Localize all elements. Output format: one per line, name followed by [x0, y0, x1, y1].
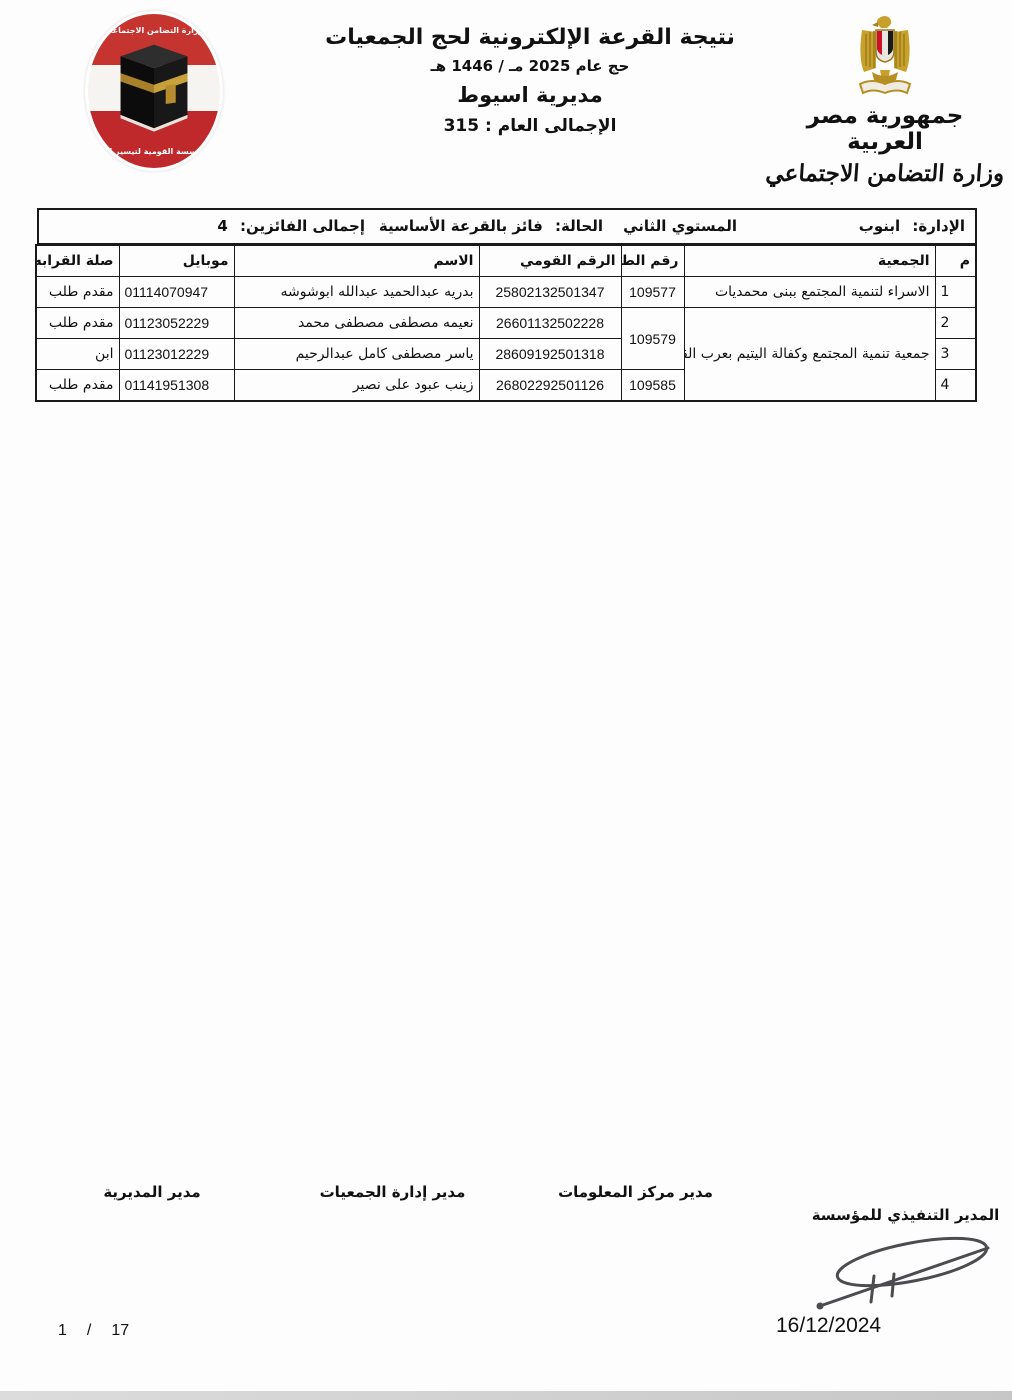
signature-directorate-manager: مدير المديرية [103, 1183, 201, 1201]
col-header-request-no: رقم الطلب [620, 244, 685, 277]
logo-bottom-text: المؤسسة القومية لتيسير الحج [94, 147, 214, 156]
cell-association: الاسراء لتنمية المجتمع ببنى محمديات [683, 276, 936, 308]
total-winners-value: 4 [217, 217, 228, 235]
table-row: 3 28609192501318 ياسر مصطفى كامل عبدالرح… [35, 338, 977, 370]
table-row: 4 109585 26802292501126 زينب عبود على نص… [35, 369, 977, 402]
total-winners-label: إجمالى الفائزين: [240, 217, 365, 235]
cell-relation: مقدم طلب [35, 369, 120, 402]
scan-edge-artifact [0, 1391, 1012, 1400]
kaaba-icon [120, 44, 188, 132]
grand-total-line: الإجمالى العام : 315 [443, 115, 617, 136]
state-emblem-block: جمهورية مصر العربية وزارة التضامن الاجتم… [765, 14, 1005, 187]
republic-name: جمهورية مصر العربية [806, 103, 964, 155]
logo-top-text: وزارة التضامن الاجتماعي [104, 26, 204, 35]
cell-mobile: 01141951308 [118, 369, 235, 402]
administration-value: ابنوب [858, 217, 901, 235]
col-header-no: م [934, 244, 977, 277]
cell-no: 3 [934, 338, 977, 370]
table-header-row: م الجمعية رقم الطلب الرقم القومي الاسم م… [35, 244, 977, 277]
signature-info-center-manager: مدير مركز المعلومات [558, 1183, 713, 1201]
cell-association-merged: جمعية تنمية المجتمع وكفالة اليتيم بعرب ا… [683, 307, 936, 402]
ministry-name: وزارة التضامن الاجتماعي [764, 160, 1006, 187]
status-label: الحالة: [555, 217, 603, 235]
signature-executive-manager: المدير التنفيذي للمؤسسة [811, 1206, 1000, 1224]
col-header-national-id: الرقم القومي [478, 244, 622, 277]
page-number: 1 / 17 [58, 1322, 129, 1340]
egypt-eagle-icon [858, 16, 912, 95]
page-separator: / [86, 1322, 92, 1339]
cell-no: 1 [934, 276, 977, 308]
cell-request-no: 109585 [620, 369, 685, 402]
level-field: المستوي الثاني [623, 217, 737, 235]
cell-mobile: 01123052229 [118, 307, 235, 339]
col-header-association: الجمعية [683, 244, 936, 277]
handwritten-signature [816, 1236, 990, 1310]
cell-request-no-merged: 109579 [620, 307, 685, 370]
document-date: 16/12/2024 [776, 1314, 882, 1337]
total-winners-field: إجمالى الفائزين: 4 [217, 217, 365, 235]
cell-national-id: 26601132502228 [478, 307, 622, 339]
cell-request-no: 109577 [620, 276, 685, 308]
cell-name: ياسر مصطفى كامل عبدالرحيم [233, 338, 480, 370]
cell-mobile: 01123012229 [118, 338, 235, 370]
table-row: 2 جمعية تنمية المجتمع وكفالة اليتيم بعرب… [35, 307, 977, 402]
signature-associations-manager: مدير إدارة الجمعيات [319, 1183, 466, 1201]
hajj-year-line: حج عام 2025 مـ / 1446 هـ [430, 56, 630, 75]
cell-relation: مقدم طلب [35, 276, 120, 308]
administration-label: الإدارة: [912, 217, 965, 235]
cell-national-id: 25802132501347 [478, 276, 622, 308]
page-current: 1 [58, 1322, 67, 1339]
col-header-name: الاسم [233, 244, 480, 277]
ministry-kaaba-logo: وزارة التضامن الاجتماعي المؤسسة القومية … [88, 14, 220, 168]
document-title-block: نتيجة القرعة الإلكترونية لحج الجمعيات حج… [290, 24, 770, 136]
administration-field: الإدارة: ابنوب [859, 217, 965, 235]
cell-national-id: 26802292501126 [478, 369, 622, 402]
status-value: فائز بالقرعة الأساسية [378, 217, 543, 235]
col-header-relation: صلة القرابه [35, 244, 120, 277]
cell-national-id: 28609192501318 [478, 338, 622, 370]
cell-relation: مقدم طلب [35, 307, 120, 339]
cell-relation: ابن [35, 338, 120, 370]
winners-table: م الجمعية رقم الطلب الرقم القومي الاسم م… [35, 244, 977, 402]
info-bar: الإدارة: ابنوب المستوي الثاني الحالة: فا… [37, 208, 977, 244]
directorate-line: مديرية اسيوط [457, 82, 603, 107]
cell-no: 2 [934, 307, 977, 339]
results-table-section: الإدارة: ابنوب المستوي الثاني الحالة: فا… [35, 208, 977, 402]
col-header-mobile: موبايل [118, 244, 235, 277]
page-total: 17 [111, 1322, 130, 1339]
cell-name: نعيمه مصطفى مصطفى محمد [233, 307, 480, 339]
cell-name: زينب عبود على نصير [233, 369, 480, 402]
cell-mobile: 01114070947 [118, 276, 235, 308]
document-title: نتيجة القرعة الإلكترونية لحج الجمعيات [325, 25, 735, 50]
cell-name: بدريه عبدالحميد عبدالله ابوشوشه [233, 276, 480, 308]
table-row: 1 الاسراء لتنمية المجتمع ببنى محمديات 10… [35, 276, 977, 308]
cell-no: 4 [934, 369, 977, 402]
status-field: الحالة: فائز بالقرعة الأساسية [379, 217, 603, 235]
